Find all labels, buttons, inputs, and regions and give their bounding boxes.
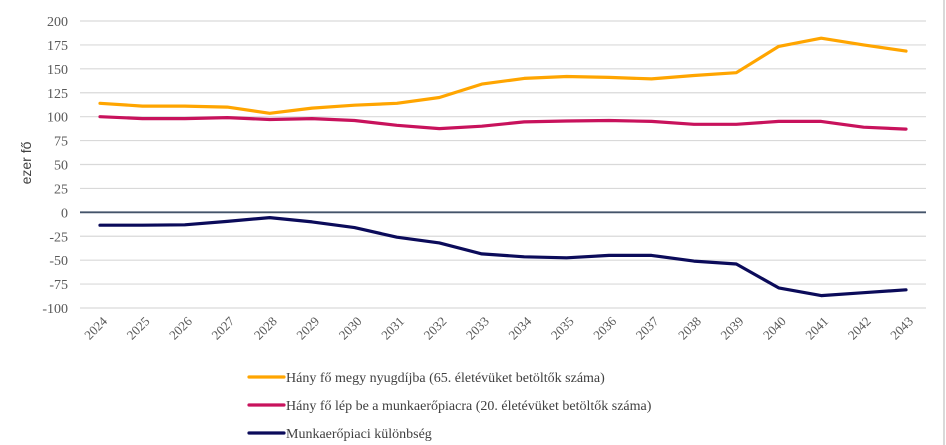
y-tick-label: -100 xyxy=(42,302,68,317)
x-tick-label: 2039 xyxy=(717,314,746,343)
y-tick-label: 200 xyxy=(47,15,68,30)
y-tick-label: 125 xyxy=(47,87,68,102)
series-lines xyxy=(98,36,908,298)
y-axis-label: ezer fő xyxy=(18,141,34,184)
x-tick-label: 2027 xyxy=(208,313,237,342)
series-line-2 xyxy=(98,115,908,131)
x-tick-label: 2033 xyxy=(463,314,492,343)
y-tick-label: 0 xyxy=(61,206,68,221)
y-tick-label: -75 xyxy=(49,278,68,293)
x-tick-label: 2035 xyxy=(548,314,577,343)
y-tick-label: 100 xyxy=(47,111,68,126)
y-tick-label: 25 xyxy=(54,182,68,197)
legend-label: Hány fő lép be a munkaerőpiacra (20. éle… xyxy=(286,399,652,414)
x-tick-label: 2028 xyxy=(251,314,280,343)
x-tick-label: 2030 xyxy=(336,314,365,343)
x-tick-label: 2042 xyxy=(845,314,874,343)
series-line-3 xyxy=(98,216,908,298)
x-tick-label: 2031 xyxy=(378,314,407,343)
x-tick-label: 2024 xyxy=(81,313,110,342)
x-tick-label: 2043 xyxy=(887,314,916,343)
x-tick-label: 2037 xyxy=(633,313,662,342)
legend-label: Munkaerőpiaci különbség xyxy=(286,427,432,442)
x-tick-label: 2025 xyxy=(124,314,153,343)
legend-item: Hány fő lép be a munkaerőpiacra (20. éle… xyxy=(247,399,652,414)
x-tick-label: 2032 xyxy=(420,314,449,343)
y-axis-ticks: 200 175 150 125 100 75 50 25 0 -25 -50 -75 -100 xyxy=(42,15,68,317)
x-tick-label: 2034 xyxy=(505,313,534,342)
y-tick-label: -25 xyxy=(49,230,68,245)
legend-item: Hány fő megy nyugdíjba (65. életévüket b… xyxy=(247,371,605,386)
y-tick-label: -50 xyxy=(49,254,68,269)
x-axis-ticks: 2024 2025 2026 2027 2028 2029 2030 2031 2032 2033… xyxy=(81,313,916,342)
frame-border xyxy=(943,0,945,445)
y-tick-label: 50 xyxy=(54,159,68,174)
legend-label: Hány fő megy nyugdíjba (65. életévüket b… xyxy=(286,371,605,386)
legend-item: Munkaerőpiaci különbség xyxy=(247,427,432,442)
gridlines xyxy=(80,20,926,309)
y-tick-label: 75 xyxy=(54,135,68,150)
x-tick-label: 2029 xyxy=(293,314,322,343)
y-tick-label: 175 xyxy=(47,39,68,54)
x-tick-label: 2038 xyxy=(675,314,704,343)
x-tick-label: 2041 xyxy=(802,314,831,343)
y-tick-label: 150 xyxy=(47,63,68,78)
legend: Hány fő megy nyugdíjba (65. életévüket b… xyxy=(247,371,652,442)
series-line-1 xyxy=(98,36,908,115)
x-tick-label: 2036 xyxy=(590,313,619,342)
x-tick-label: 2040 xyxy=(760,314,789,343)
x-tick-label: 2026 xyxy=(166,313,195,342)
